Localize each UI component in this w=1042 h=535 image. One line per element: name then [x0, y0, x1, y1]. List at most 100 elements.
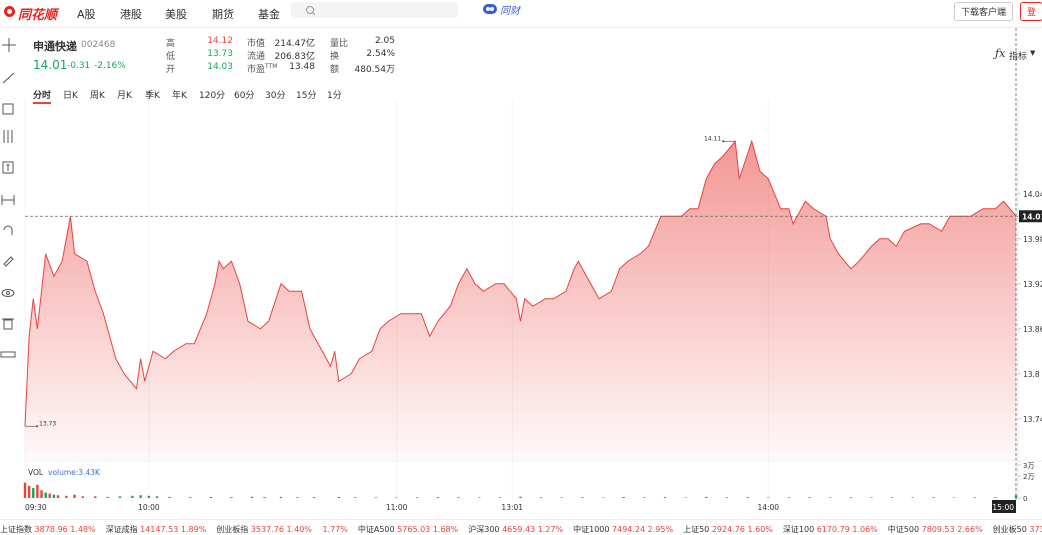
fx-icon: ƒx: [995, 47, 1006, 60]
volume-bar: [374, 497, 378, 498]
y-tick-label: 13.8: [1023, 370, 1040, 379]
logo-icon: [4, 6, 15, 17]
volume-bar: [40, 490, 43, 498]
ticker-pct: 1.40%: [286, 525, 312, 534]
nav-item[interactable]: 期货: [212, 8, 234, 21]
toolbar: [0, 38, 16, 358]
stat-label-text: 流通: [247, 52, 266, 62]
period-tab[interactable]: 分时: [33, 88, 52, 104]
indicator-button[interactable]: 指标: [1009, 52, 1028, 62]
x-tick-label: 10:00: [138, 503, 160, 512]
nav-item[interactable]: A股: [77, 8, 96, 21]
volume-bar: [209, 496, 213, 498]
tool-ruler[interactable]: [0, 351, 16, 358]
period-tab[interactable]: 日K: [63, 91, 78, 101]
search-box[interactable]: [291, 2, 458, 18]
tool-magnet[interactable]: [3, 225, 13, 235]
volume-tick-label: 2万: [1023, 473, 1034, 481]
login-button[interactable]: 登: [1020, 2, 1042, 21]
brand[interactable]: 同财: [500, 6, 520, 17]
nav-item[interactable]: 基金: [258, 8, 280, 21]
volume-bar: [48, 493, 51, 498]
tool-eye[interactable]: [1, 289, 15, 297]
ticker-pct: 2.95%: [647, 525, 674, 534]
tool-rect[interactable]: [2, 103, 14, 115]
ticker-item[interactable]: 中证A500 5765.03 1.68%: [358, 525, 458, 534]
ticker-item[interactable]: 中证500 7809.53 2.66%: [888, 525, 983, 534]
volume-bar: [828, 497, 832, 498]
stat-label: 市值: [247, 36, 265, 49]
volume-bar: [478, 497, 481, 498]
tool-pen[interactable]: [3, 256, 14, 267]
volume-bar: [65, 495, 68, 498]
stat-label: 高: [166, 36, 175, 49]
x-tick-label: 09:30: [25, 503, 47, 512]
ticker-pct: 1.89%: [180, 525, 207, 534]
volume-label: VOL: [28, 468, 44, 477]
ticker-item[interactable]: 深证100 6170.79 1.06%: [783, 525, 878, 534]
ticker-item[interactable]: 上证指数 3878.96 1.48%: [0, 525, 96, 534]
ticker-value: 3537.76: [250, 525, 284, 534]
period-tab[interactable]: 30分: [265, 91, 286, 101]
volume-bar: [870, 497, 873, 498]
volume-bar: [663, 497, 667, 498]
stock-code: 002468: [81, 40, 116, 50]
stat-value: 14.12: [207, 36, 233, 46]
ticker-item[interactable]: 创业板指 3537.76 1.40% 1.77%: [216, 525, 348, 534]
volume-bar: [139, 495, 142, 498]
tool-measure[interactable]: [1, 195, 15, 205]
volume-bar: [93, 496, 97, 498]
volume-bar: [44, 492, 47, 498]
period-tab[interactable]: 15分: [296, 91, 317, 101]
ticker-item[interactable]: 深证成指 14147.53 1.89%: [106, 525, 207, 534]
tool-crosshair[interactable]: [2, 38, 16, 52]
volume-bar: [457, 497, 460, 498]
stat-value: 2.54%: [366, 49, 395, 59]
nav-bar: 同花顺 A股 港股 美股 期货 基金 同财 下载客户端 登: [0, 0, 1042, 28]
volume-bar: [725, 497, 729, 498]
period-tab[interactable]: 月K: [117, 91, 132, 101]
ticker-item[interactable]: 中证1000 7494.24 2.95%: [573, 525, 673, 534]
volume-bar: [27, 485, 31, 498]
ticker-pct: 1.06%: [852, 525, 878, 534]
period-tab[interactable]: 60分: [234, 91, 255, 101]
stat-label-text: 换: [330, 52, 340, 62]
volume-bar: [106, 496, 109, 498]
volume-bar: [932, 497, 935, 498]
period-tab[interactable]: 1分: [327, 91, 342, 101]
stat-label-text: 开: [166, 65, 176, 75]
y-tick-label: 13.74: [1023, 415, 1042, 424]
volume-bar: [56, 495, 60, 498]
logo[interactable]: 同花顺: [18, 8, 58, 23]
nav-item[interactable]: 美股: [165, 8, 187, 21]
volume-bar: [601, 497, 605, 498]
stat-label: 流通: [247, 49, 265, 62]
tool-fib[interactable]: [3, 130, 13, 143]
volume-bar: [188, 497, 192, 498]
tool-delete[interactable]: [2, 318, 14, 330]
ticker-item[interactable]: 创业板50 3737.34 0.86%: [993, 525, 1042, 534]
period-tab[interactable]: 周K: [90, 91, 105, 101]
volume-bar: [354, 497, 357, 498]
nav-item[interactable]: 港股: [120, 8, 142, 21]
volume-bar: [952, 497, 956, 498]
dropdown-arrow: ▼: [1030, 49, 1036, 57]
volume-bar: [52, 494, 56, 498]
volume-bar: [581, 497, 584, 498]
ticker-value: 6170.79: [816, 525, 850, 534]
ticker-item[interactable]: 沪深300 4659.43 1.27%: [468, 525, 563, 534]
tool-line[interactable]: [2, 72, 15, 84]
stat-label: 量比: [330, 36, 348, 49]
period-tab[interactable]: 年K: [172, 91, 187, 101]
y-tick-label: 13.86: [1023, 325, 1042, 334]
ticker-name: 创业板指: [216, 525, 249, 534]
period-tab[interactable]: 季K: [145, 91, 160, 101]
download-button[interactable]: 下载客户端: [954, 2, 1014, 21]
tool-text[interactable]: [2, 161, 14, 174]
ticker-name: 深证100: [782, 525, 815, 534]
volume-bar: [519, 496, 522, 498]
period-tab[interactable]: 120分: [199, 91, 226, 101]
stat-label: 市盈TTM: [247, 62, 277, 75]
ticker-item[interactable]: 上证50 2924.76 1.60%: [683, 525, 773, 534]
stat-label-text: 量比: [330, 39, 349, 49]
